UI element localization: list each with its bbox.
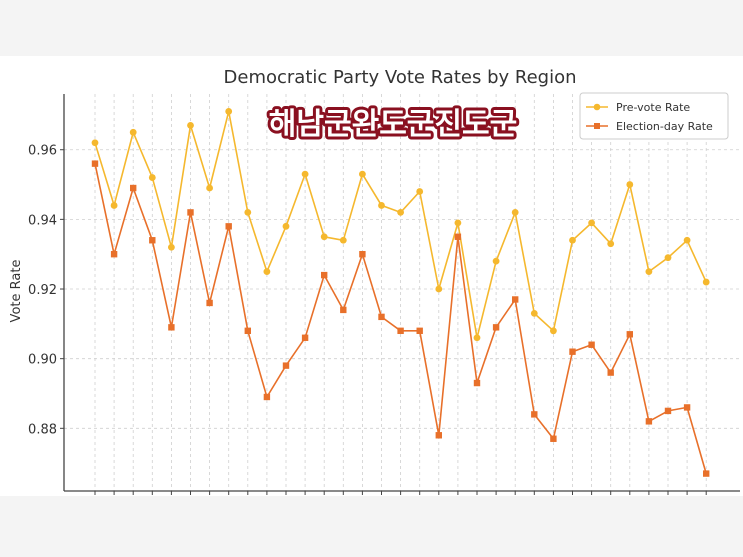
legend-label-pre-vote: Pre-vote Rate xyxy=(616,101,690,114)
election-day-point xyxy=(378,313,385,321)
pre-vote-point xyxy=(607,240,615,248)
series xyxy=(91,108,710,477)
election-day-point xyxy=(531,411,538,418)
y-tick-label: 0.96 xyxy=(28,144,57,159)
pre-vote-point xyxy=(378,202,385,209)
legend: Pre-vote Rate Election-day Rate xyxy=(579,92,729,140)
pre-vote-point xyxy=(129,128,137,136)
y-tick-label: 0.94 xyxy=(28,213,57,228)
election-day-point xyxy=(263,393,271,401)
election-day-point xyxy=(110,250,118,258)
election-day-point xyxy=(512,296,519,303)
y-tick-label: 0.92 xyxy=(28,283,57,298)
election-day-point xyxy=(607,369,614,376)
grid xyxy=(64,94,740,491)
pre-vote-point xyxy=(492,257,500,265)
series-line-pre-vote xyxy=(94,110,707,339)
legend-marker-pre-vote xyxy=(593,103,601,111)
pre-vote-point xyxy=(664,254,672,262)
election-day-point xyxy=(187,209,194,216)
pre-vote-point xyxy=(702,278,710,286)
pre-vote-point xyxy=(359,170,366,178)
election-day-point xyxy=(435,432,442,439)
pre-vote-point xyxy=(569,236,576,244)
pre-vote-point xyxy=(645,268,653,276)
election-day-point xyxy=(168,324,175,331)
election-day-point xyxy=(321,271,328,279)
pre-vote-point xyxy=(206,184,214,192)
pre-vote-point xyxy=(168,243,175,251)
region-overlay-text: 해남군완도군진도군 xyxy=(269,107,517,142)
election-day-point xyxy=(416,327,423,335)
election-day-point xyxy=(130,184,137,192)
pre-vote-point xyxy=(473,334,481,342)
chart: Democratic Party Vote Rates by Region 0.… xyxy=(9,67,740,495)
pre-vote-point xyxy=(91,139,99,147)
election-day-point xyxy=(359,250,366,258)
election-day-point xyxy=(683,404,691,411)
election-day-point xyxy=(397,327,404,335)
legend-box xyxy=(579,92,729,140)
election-day-point xyxy=(454,233,462,240)
pre-vote-point xyxy=(148,174,156,181)
election-day-point xyxy=(703,470,710,477)
election-day-point xyxy=(588,341,595,348)
election-day-point xyxy=(473,379,481,387)
y-tick-label: 0.88 xyxy=(28,422,57,437)
pre-vote-point xyxy=(339,236,347,244)
election-day-point xyxy=(301,334,309,341)
election-day-point xyxy=(244,327,251,335)
election-day-point xyxy=(149,237,156,244)
y-axis-label: Vote Rate xyxy=(9,260,24,323)
election-day-point xyxy=(91,160,99,167)
pre-vote-point xyxy=(683,236,691,244)
pre-vote-point xyxy=(626,181,634,188)
election-day-point xyxy=(282,362,290,369)
pre-vote-point xyxy=(435,285,443,293)
election-day-point xyxy=(206,299,213,307)
x-ticks xyxy=(94,491,707,495)
axes xyxy=(63,94,740,492)
pre-vote-point xyxy=(244,209,252,216)
pre-vote-point xyxy=(187,121,194,129)
pre-vote-point xyxy=(454,219,462,227)
pre-vote-point xyxy=(263,268,271,276)
pre-vote-point xyxy=(225,108,233,115)
pre-vote-point xyxy=(588,219,595,227)
election-day-point xyxy=(550,435,557,442)
pre-vote-point xyxy=(110,202,118,209)
y-tick-label: 0.90 xyxy=(28,353,57,368)
pre-vote-point xyxy=(320,233,328,241)
pre-vote-point xyxy=(550,327,557,335)
election-day-point xyxy=(626,331,633,338)
pre-vote-point xyxy=(530,309,538,317)
election-day-point xyxy=(569,348,576,355)
pre-vote-point xyxy=(416,188,424,195)
y-ticks: 0.88 0.90 0.92 0.94 0.96 xyxy=(28,144,64,437)
election-day-point xyxy=(225,223,232,230)
pre-vote-point xyxy=(301,170,309,178)
election-day-point xyxy=(664,407,672,415)
pre-vote-point xyxy=(397,209,404,216)
legend-marker-election-day xyxy=(594,123,600,129)
election-day-point xyxy=(340,306,347,314)
election-day-point xyxy=(492,324,500,331)
election-day-point xyxy=(645,418,653,425)
pre-vote-point xyxy=(511,209,519,216)
pre-vote-point xyxy=(282,222,290,230)
legend-label-election-day: Election-day Rate xyxy=(616,120,713,133)
chart-panel: Democratic Party Vote Rates by Region 0.… xyxy=(0,56,743,496)
chart-title: Democratic Party Vote Rates by Region xyxy=(224,67,577,88)
